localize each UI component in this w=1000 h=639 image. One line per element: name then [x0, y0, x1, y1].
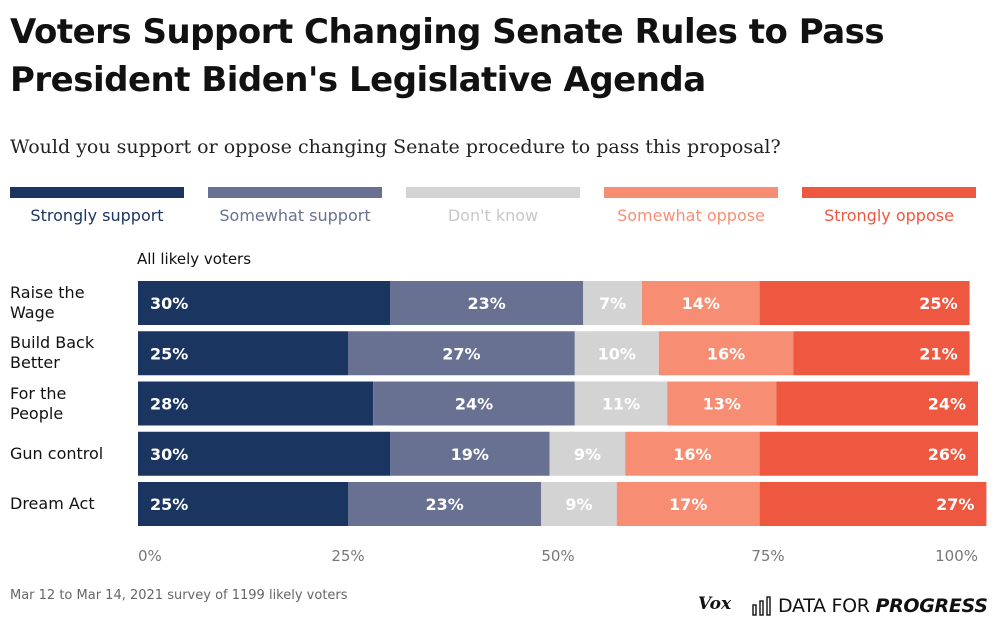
bar-segment: [642, 281, 760, 325]
data-label: 7%: [599, 294, 626, 313]
bar-segment: [390, 281, 584, 325]
bar-segment: [658, 331, 794, 376]
bar-segment: [541, 482, 617, 526]
bar-segment: [616, 482, 760, 526]
data-label: 9%: [574, 445, 601, 464]
data-label: 16%: [707, 344, 745, 363]
chart-title: Voters Support Changing Senate Rules to …: [10, 12, 885, 100]
legend-item: Strongly support: [10, 187, 184, 225]
bar-segment: [759, 482, 987, 526]
legend-swatch: [604, 187, 778, 198]
bar-segment: [138, 381, 374, 426]
data-label: 11%: [602, 395, 640, 414]
legend: Strongly support Somewhat support Don't kn…: [10, 187, 978, 227]
data-label: 30%: [150, 445, 188, 464]
bar-segment: [776, 381, 978, 426]
bar-segment: [348, 482, 542, 526]
legend-swatch: [208, 187, 382, 198]
bar-segment: [138, 281, 390, 325]
data-label: 19%: [451, 445, 489, 464]
bar-segment: [759, 431, 978, 476]
data-label: 21%: [919, 344, 957, 363]
legend-label: Don't know: [447, 206, 539, 225]
stacked-bar-chart: 30% 23% 7% 14% 25% 25% 27% 10% 16% 21% 28% 24% 11% 13…: [138, 281, 987, 565]
legend-swatch: [802, 187, 976, 198]
data-label: 24%: [455, 395, 493, 414]
bar-segment: [348, 331, 575, 376]
data-label: 25%: [150, 344, 188, 363]
data-for-progress-logo: DATA FOR PROGRESS: [752, 594, 988, 618]
x-tick-label: 50%: [541, 547, 574, 565]
legend-item: Somewhat support: [208, 187, 382, 225]
bar-segment: [138, 431, 390, 476]
data-label: 27%: [936, 495, 974, 514]
legend-item: Strongly oppose: [802, 187, 976, 225]
vox-logo: Vox: [698, 594, 732, 614]
footer-note: Mar 12 to Mar 14, 2021 survey of 1199 li…: [10, 588, 348, 603]
legend-label: Strongly oppose: [824, 206, 954, 225]
bar-segment: [793, 331, 970, 376]
bar-segment: [549, 431, 626, 476]
data-label: 25%: [919, 294, 957, 313]
data-label: 16%: [673, 445, 711, 464]
legend-item: Don't know: [406, 187, 580, 225]
category-label: For the People: [10, 383, 67, 423]
legend-label: Somewhat oppose: [617, 206, 765, 225]
bar-segment: [574, 381, 668, 426]
legend-swatch: [10, 187, 184, 198]
category-label: Raise the Wage: [10, 283, 85, 322]
legend-item: Somewhat oppose: [604, 187, 778, 225]
x-tick-label: 100%: [935, 547, 978, 565]
x-tick-label: 0%: [138, 547, 162, 565]
bar-segment: [373, 381, 575, 426]
legend-label: Strongly support: [30, 206, 164, 225]
legend-label: Somewhat support: [219, 206, 371, 225]
bar-segment: [574, 331, 659, 376]
data-label: 10%: [598, 344, 636, 363]
category-label: Build Back Better: [10, 333, 95, 373]
bar-segment: [390, 431, 550, 476]
bar-segment: [667, 381, 777, 426]
logo-text-bold: PROGRESS: [875, 595, 988, 617]
category-label: Dream Act: [10, 494, 95, 513]
data-label: 9%: [565, 495, 592, 514]
data-label: 28%: [150, 395, 188, 414]
data-label: 26%: [928, 445, 966, 464]
data-label: 13%: [703, 395, 741, 414]
group-label: All likely voters: [137, 250, 252, 268]
bar-segment: [625, 431, 760, 476]
bar-segment: [583, 281, 642, 325]
bar-segment: [138, 482, 348, 526]
chart-subtitle: Would you support or oppose changing Sen…: [10, 136, 781, 158]
data-label: 27%: [442, 344, 480, 363]
bar-chart-icon: [752, 596, 771, 616]
data-label: 17%: [669, 495, 707, 514]
data-label: 23%: [425, 495, 463, 514]
data-label: 25%: [150, 495, 188, 514]
x-tick-label: 75%: [751, 547, 784, 565]
category-label: Gun control: [10, 443, 104, 463]
data-label: 23%: [467, 294, 505, 313]
bar-segment: [138, 331, 348, 376]
data-label: 24%: [928, 395, 966, 414]
legend-swatch: [406, 187, 580, 198]
x-tick-label: 25%: [331, 547, 364, 565]
data-label: 30%: [150, 294, 188, 313]
data-label: 14%: [682, 294, 720, 313]
logo-text-plain: DATA FOR: [778, 595, 870, 617]
bar-segment: [759, 281, 970, 325]
